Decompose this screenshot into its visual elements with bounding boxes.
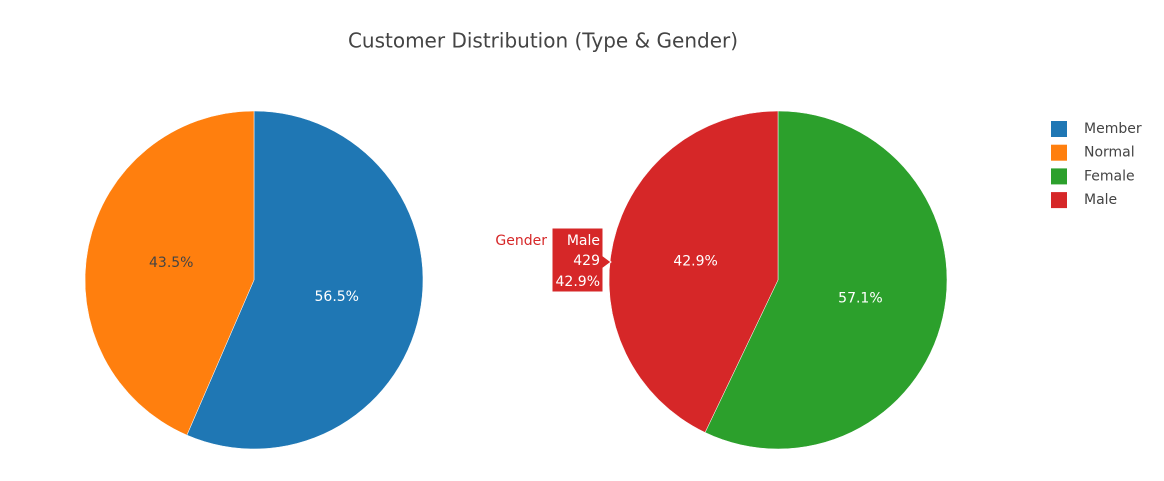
pie-slice [608,110,779,433]
pie-slice [84,110,255,436]
legend-swatch [1051,144,1067,161]
legend-swatch [1051,121,1067,137]
legend-label: Normal [1084,145,1135,161]
hover-trace: Gender [495,233,547,249]
slice-label: 57.1% [838,291,882,307]
slice-label: 56.5% [315,289,359,305]
chart-title: Customer Distribution (Type & Gender) [348,29,738,53]
hover-value: 429 [573,253,600,269]
slice-label: 42.9% [673,253,717,269]
hover-box [551,227,612,293]
legend-label: Male [1084,192,1117,208]
legend-swatch [1051,192,1067,209]
legend-swatch [1051,168,1067,185]
slice-label: 43.5% [149,255,193,271]
hover-label: Male [567,233,600,249]
legend-label: Female [1084,168,1135,184]
pie-slice [186,110,424,450]
legend-label: Member [1084,121,1142,137]
hover-percent: 42.9% [556,274,600,290]
pie-slice [704,110,948,450]
